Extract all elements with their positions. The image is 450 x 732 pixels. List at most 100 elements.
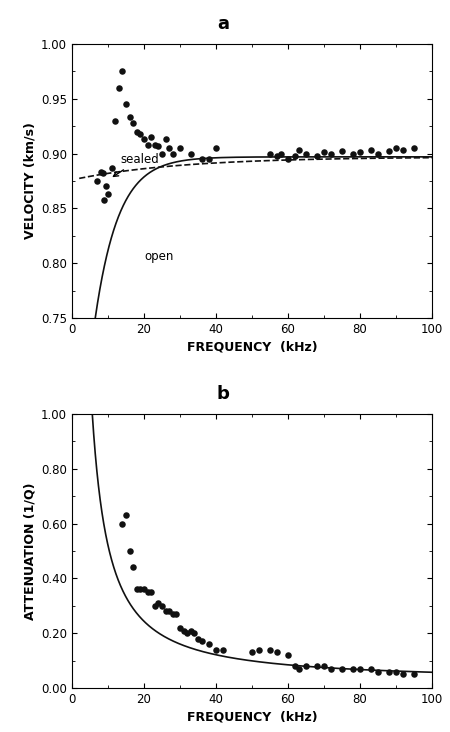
Point [173,608,180,620]
Point [320,660,328,672]
Point [108,162,115,173]
Point [99,168,106,179]
Point [169,608,176,620]
Point [184,627,191,639]
Point [104,188,112,200]
Point [248,646,256,658]
Point [158,600,166,612]
Point [284,649,292,661]
Point [162,605,169,617]
Point [356,663,364,675]
Point [94,175,101,187]
Point [302,148,310,160]
Point [126,545,133,557]
Point [328,663,335,675]
Point [180,624,187,636]
Point [140,133,148,145]
Point [385,146,392,157]
Point [385,666,392,678]
Point [349,663,356,675]
Point [158,148,166,160]
Y-axis label: ATTENUATION (1/Q): ATTENUATION (1/Q) [24,482,37,620]
X-axis label: FREQUENCY  (kHz): FREQUENCY (kHz) [187,710,317,723]
Point [144,139,151,151]
Point [176,622,184,634]
Point [410,668,418,680]
Point [302,660,310,672]
Point [328,148,335,160]
Point [126,111,133,123]
Point [313,150,320,162]
Point [133,126,140,138]
Point [187,624,194,636]
Point [313,660,320,672]
Point [338,663,346,675]
Point [97,166,104,178]
Point [133,583,140,595]
Point [205,638,212,650]
Point [220,644,227,656]
Text: b: b [217,385,230,403]
Point [266,148,274,160]
Point [191,627,198,639]
Point [274,646,281,658]
Point [198,635,205,647]
Point [198,153,205,165]
Point [274,150,281,162]
Point [119,65,126,77]
Point [155,597,162,609]
Point [392,142,400,154]
Point [205,153,212,165]
Point [292,660,299,672]
Point [212,644,220,656]
Point [410,142,418,154]
Point [367,144,374,156]
Point [187,148,194,160]
Point [148,131,155,143]
Text: sealed: sealed [113,152,159,176]
Point [144,586,151,598]
Point [130,117,137,129]
Point [162,133,169,145]
Text: open: open [144,250,173,263]
Point [256,644,263,656]
Point [292,150,299,162]
Point [295,144,302,156]
Point [295,663,302,675]
Point [101,194,108,206]
Point [356,146,364,158]
Point [115,82,122,94]
Point [103,181,110,193]
X-axis label: FREQUENCY  (kHz): FREQUENCY (kHz) [187,340,317,353]
Point [338,146,346,157]
Point [266,644,274,656]
Point [367,663,374,675]
Point [166,605,173,617]
Point [137,128,144,140]
Point [151,139,158,151]
Point [122,98,130,110]
Point [112,115,119,127]
Point [212,142,220,154]
Point [119,518,126,529]
Point [151,600,158,612]
Point [374,666,382,678]
Point [140,583,148,595]
Point [349,148,356,160]
Point [194,633,202,645]
Point [320,146,328,158]
Point [392,666,400,678]
Point [277,148,284,160]
Point [400,668,407,680]
Point [284,153,292,165]
Point [400,144,407,156]
Text: a: a [217,15,229,33]
Point [169,148,176,160]
Point [137,583,144,595]
Point [176,142,184,154]
Point [130,561,137,573]
Y-axis label: VELOCITY (km/s): VELOCITY (km/s) [24,122,37,239]
Point [148,586,155,598]
Point [155,140,162,152]
Point [122,509,130,521]
